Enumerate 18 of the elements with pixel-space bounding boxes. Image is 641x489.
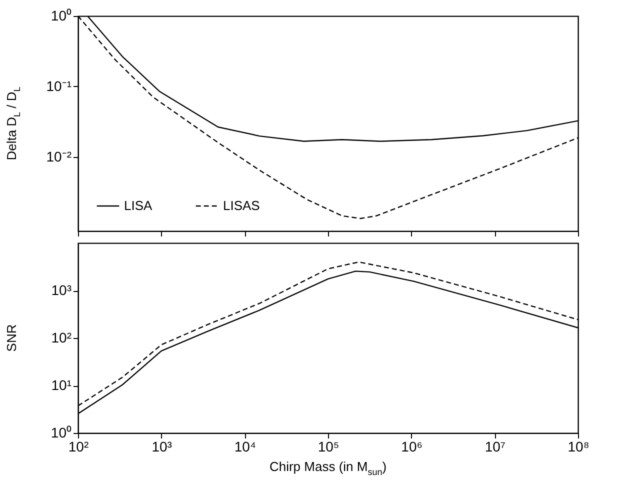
y-tick-label: 10⁰ [50, 424, 72, 440]
x-tick-label: 10⁶ [401, 438, 423, 454]
legend-label: LISAS [223, 198, 260, 213]
x-tick-label: 10³ [152, 438, 172, 454]
y-tick-label: 10² [51, 330, 72, 346]
y-tick-label: 10⁰ [50, 8, 72, 24]
y-axis-title: SNR [4, 324, 19, 352]
y-tick-label: 10³ [51, 282, 72, 298]
y-tick-label: 10⁻¹ [46, 78, 72, 94]
legend-label: LISA [124, 198, 153, 213]
x-tick-label: 10⁷ [484, 438, 506, 454]
x-tick-label: 10⁴ [234, 438, 256, 454]
y-tick-label: 10⁻² [46, 148, 72, 164]
x-tick-label: 10⁵ [318, 438, 340, 454]
x-tick-label: 10⁸ [568, 438, 590, 454]
y-axis-title: Delta DL / DL [4, 86, 22, 160]
x-tick-label: 10² [68, 438, 89, 454]
y-tick-label: 10¹ [51, 377, 72, 393]
